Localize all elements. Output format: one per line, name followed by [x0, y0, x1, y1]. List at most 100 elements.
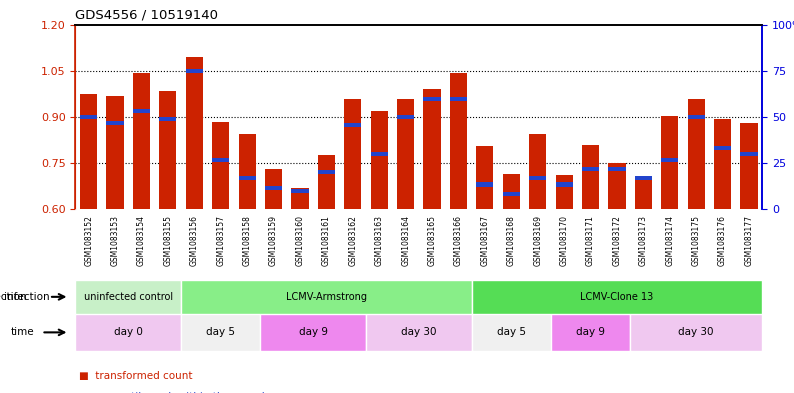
- Bar: [186, 69, 203, 73]
- Bar: [106, 121, 124, 125]
- Bar: [186, 57, 203, 209]
- Bar: [345, 123, 361, 127]
- Text: GSM1083163: GSM1083163: [375, 215, 384, 266]
- Bar: [661, 158, 678, 162]
- Text: GSM1083162: GSM1083162: [349, 215, 357, 266]
- Bar: [366, 314, 472, 351]
- Text: GSM1083158: GSM1083158: [243, 215, 252, 266]
- Text: GSM1083176: GSM1083176: [718, 215, 727, 266]
- Bar: [503, 192, 520, 196]
- Text: GSM1083174: GSM1083174: [665, 215, 674, 266]
- Bar: [80, 94, 97, 209]
- Bar: [634, 178, 652, 209]
- Bar: [75, 280, 181, 314]
- Bar: [133, 73, 150, 209]
- Bar: [556, 175, 572, 209]
- Bar: [661, 116, 678, 209]
- Text: GSM1083170: GSM1083170: [560, 215, 569, 266]
- Bar: [503, 174, 520, 209]
- Bar: [212, 122, 229, 209]
- Text: GSM1083173: GSM1083173: [639, 215, 648, 266]
- Bar: [529, 134, 546, 209]
- Text: GSM1083160: GSM1083160: [295, 215, 304, 266]
- Bar: [75, 314, 181, 351]
- Text: GSM1083168: GSM1083168: [507, 215, 516, 266]
- Text: GSM1083171: GSM1083171: [586, 215, 595, 266]
- Text: day 5: day 5: [497, 327, 526, 337]
- Bar: [476, 146, 493, 209]
- Bar: [371, 111, 387, 209]
- Text: GSM1083166: GSM1083166: [454, 215, 463, 266]
- Bar: [345, 99, 361, 209]
- Text: GSM1083154: GSM1083154: [137, 215, 146, 266]
- Bar: [608, 167, 626, 171]
- Bar: [291, 189, 309, 193]
- Bar: [106, 95, 124, 209]
- Bar: [181, 314, 260, 351]
- Text: GDS4556 / 10519140: GDS4556 / 10519140: [75, 8, 218, 21]
- Bar: [265, 185, 282, 189]
- Text: GSM1083167: GSM1083167: [480, 215, 489, 266]
- Text: GSM1083165: GSM1083165: [427, 215, 437, 266]
- Bar: [397, 115, 414, 119]
- Bar: [714, 119, 731, 209]
- Text: GSM1083172: GSM1083172: [612, 215, 622, 266]
- Bar: [238, 176, 256, 180]
- Text: GSM1083157: GSM1083157: [216, 215, 225, 266]
- Text: GSM1083156: GSM1083156: [190, 215, 198, 266]
- Bar: [265, 169, 282, 209]
- Text: day 9: day 9: [576, 327, 605, 337]
- Bar: [397, 99, 414, 209]
- Text: LCMV-Armstrong: LCMV-Armstrong: [286, 292, 367, 302]
- Text: GSM1083169: GSM1083169: [534, 215, 542, 266]
- Text: GSM1083175: GSM1083175: [692, 215, 700, 266]
- Bar: [80, 115, 97, 119]
- Text: LCMV-Clone 13: LCMV-Clone 13: [580, 292, 653, 302]
- Bar: [160, 117, 176, 121]
- Bar: [472, 314, 551, 351]
- Bar: [423, 90, 441, 209]
- Bar: [212, 158, 229, 162]
- Text: GSM1083155: GSM1083155: [164, 215, 172, 266]
- Text: ■  transformed count: ■ transformed count: [79, 371, 193, 381]
- Text: day 30: day 30: [401, 327, 437, 337]
- Bar: [741, 152, 757, 156]
- Text: infection: infection: [4, 292, 49, 302]
- Text: GSM1083152: GSM1083152: [84, 215, 93, 266]
- Bar: [476, 182, 493, 187]
- Bar: [688, 99, 705, 209]
- Text: uninfected control: uninfected control: [83, 292, 173, 302]
- Bar: [551, 314, 630, 351]
- Bar: [582, 145, 599, 209]
- Bar: [238, 134, 256, 209]
- Text: GSM1083161: GSM1083161: [322, 215, 331, 266]
- Bar: [688, 115, 705, 119]
- Bar: [630, 314, 762, 351]
- Text: GSM1083164: GSM1083164: [401, 215, 410, 266]
- Bar: [608, 163, 626, 209]
- Text: GSM1083153: GSM1083153: [110, 215, 120, 266]
- Bar: [582, 167, 599, 171]
- Text: day 0: day 0: [114, 327, 143, 337]
- Bar: [556, 182, 572, 187]
- Bar: [741, 123, 757, 209]
- Bar: [133, 109, 150, 113]
- Bar: [450, 73, 467, 209]
- Bar: [423, 97, 441, 101]
- Bar: [371, 152, 387, 156]
- Text: day 30: day 30: [678, 327, 714, 337]
- Text: time: time: [10, 327, 34, 337]
- Text: GSM1083159: GSM1083159: [269, 215, 278, 266]
- Bar: [714, 146, 731, 150]
- Text: infection: infection: [0, 292, 26, 302]
- Bar: [450, 97, 467, 101]
- Bar: [260, 314, 366, 351]
- Bar: [291, 187, 309, 209]
- Bar: [181, 280, 472, 314]
- Bar: [634, 176, 652, 180]
- Bar: [529, 176, 546, 180]
- Text: day 9: day 9: [299, 327, 328, 337]
- Text: GSM1083177: GSM1083177: [745, 215, 754, 266]
- Text: day 5: day 5: [206, 327, 235, 337]
- Bar: [472, 280, 762, 314]
